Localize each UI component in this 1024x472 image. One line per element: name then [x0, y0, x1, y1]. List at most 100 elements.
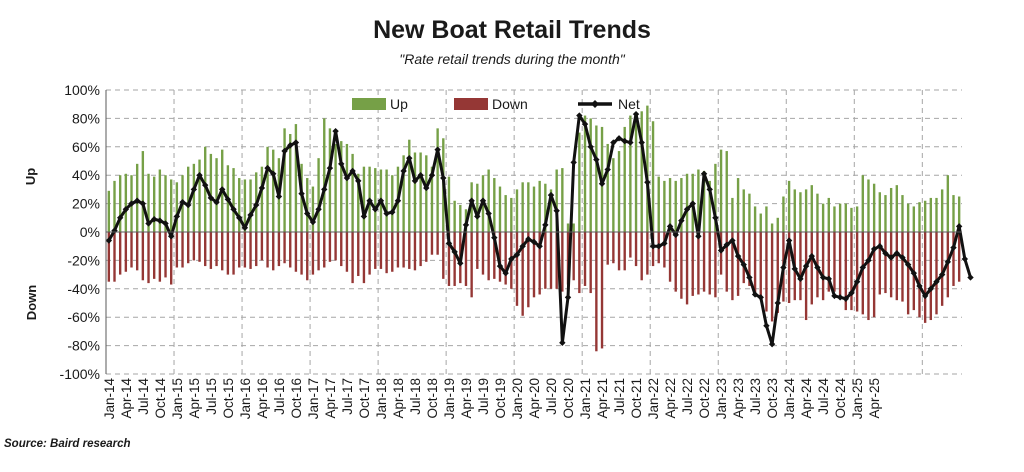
- down-bar: [663, 232, 666, 268]
- up-bar: [345, 143, 349, 232]
- down-bar: [255, 232, 258, 267]
- net-point: [598, 180, 606, 187]
- net-point: [389, 208, 396, 216]
- up-bar: [725, 151, 728, 232]
- net-point: [632, 110, 640, 118]
- x-tick-label: Oct-16: [289, 378, 304, 419]
- down-bar: [306, 232, 309, 281]
- up-bar: [957, 196, 961, 232]
- down-bar: [135, 232, 139, 271]
- up-bar: [209, 153, 213, 232]
- up-bar: [238, 178, 241, 232]
- net-point: [264, 164, 271, 172]
- up-bar: [334, 143, 337, 232]
- net-point: [502, 269, 509, 277]
- net-point: [116, 214, 124, 221]
- net-point: [236, 214, 243, 221]
- down-bar: [317, 232, 320, 271]
- down-bar: [425, 232, 428, 262]
- up-bar: [935, 197, 938, 232]
- net-point: [712, 214, 719, 221]
- up-bar: [215, 158, 218, 232]
- down-bar: [260, 232, 264, 261]
- down-bar: [697, 232, 700, 295]
- legend-net-marker: [591, 100, 599, 108]
- down-bar: [464, 232, 468, 286]
- up-bar: [759, 213, 762, 232]
- down-bar: [538, 232, 541, 295]
- net-point: [564, 294, 572, 301]
- down-bar: [436, 232, 439, 255]
- up-bar: [640, 111, 643, 232]
- net-point: [423, 184, 430, 192]
- net-point: [321, 186, 328, 193]
- up-bar: [175, 182, 179, 232]
- x-tick-label: Oct-21: [629, 378, 644, 419]
- up-bar: [351, 153, 354, 232]
- up-bar: [872, 183, 876, 232]
- y-tick-label: 100%: [64, 82, 100, 98]
- net-point: [882, 250, 889, 257]
- down-bar: [935, 232, 938, 315]
- down-bar: [419, 232, 422, 267]
- x-tick-label: Jan-22: [646, 378, 661, 419]
- down-bar: [289, 232, 292, 268]
- up-bar: [447, 176, 451, 232]
- up-bar: [532, 186, 536, 232]
- up-bar: [402, 155, 405, 232]
- up-bar: [413, 152, 417, 232]
- up-bar: [719, 149, 723, 232]
- up-bar: [113, 180, 116, 232]
- up-bar: [844, 203, 847, 232]
- down-bar: [385, 232, 388, 274]
- up-bar: [753, 206, 757, 232]
- net-point: [508, 255, 515, 263]
- up-bar: [623, 126, 626, 232]
- down-bar: [867, 232, 870, 321]
- x-tick-label: Jul-18: [408, 378, 423, 415]
- down-bar: [170, 232, 173, 285]
- net-point: [343, 174, 351, 182]
- down-bar: [527, 232, 530, 308]
- up-bar: [272, 149, 275, 232]
- net-point: [944, 258, 952, 266]
- up-bar: [152, 176, 156, 232]
- up-bar: [544, 183, 547, 232]
- down-bar: [113, 232, 116, 282]
- down-bar: [878, 232, 881, 295]
- net-point: [859, 264, 866, 271]
- down-bar: [583, 232, 587, 286]
- down-bar: [152, 232, 156, 279]
- up-bar: [821, 203, 825, 232]
- up-bar: [765, 206, 768, 232]
- down-bar: [810, 232, 813, 305]
- y-tick-label: 60%: [72, 139, 100, 155]
- down-bar: [221, 232, 224, 271]
- net-point: [315, 206, 322, 213]
- down-bar: [895, 232, 898, 301]
- down-bar: [141, 232, 145, 281]
- net-point: [184, 201, 192, 209]
- net-point: [950, 244, 957, 251]
- down-bar: [175, 232, 179, 268]
- up-bar: [147, 173, 150, 232]
- net-point: [258, 184, 266, 192]
- net-point: [904, 261, 912, 268]
- net-point: [525, 235, 532, 243]
- down-bar: [198, 232, 201, 262]
- x-tick-label: Apr-25: [867, 378, 882, 419]
- net-point: [797, 275, 804, 283]
- chart-title: New Boat Retail Trends: [373, 16, 651, 44]
- up-bar: [595, 125, 598, 232]
- net-point: [842, 295, 849, 302]
- down-bar: [691, 232, 694, 296]
- legend-up-swatch: [352, 98, 386, 110]
- net-point: [814, 264, 821, 271]
- down-bar: [923, 232, 927, 323]
- up-bar: [731, 197, 734, 232]
- down-bar: [725, 232, 728, 292]
- net-point: [377, 197, 385, 204]
- net-point: [179, 198, 186, 206]
- down-bar: [453, 232, 456, 286]
- net-point: [587, 143, 594, 150]
